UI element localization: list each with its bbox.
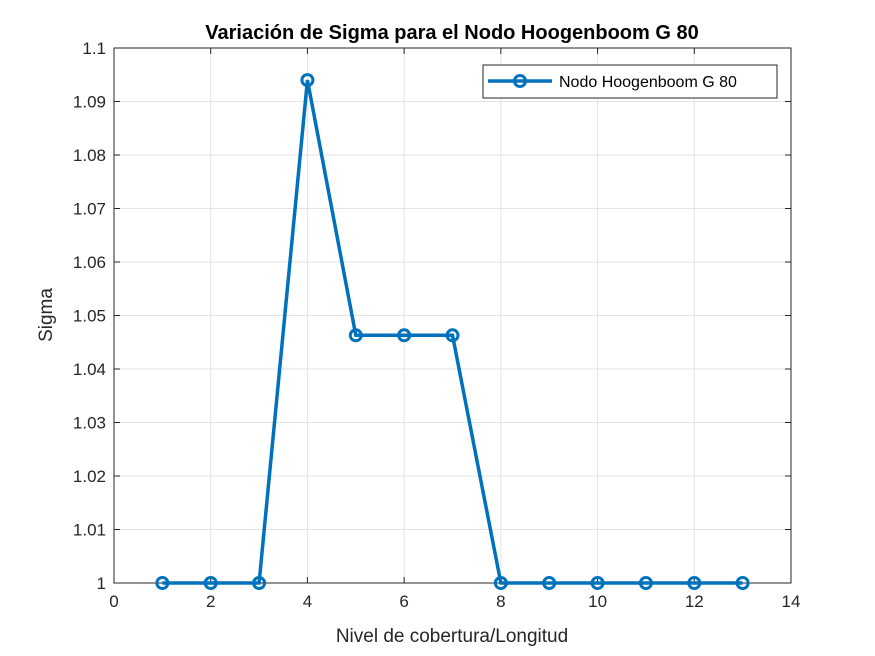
x-tick-label: 8 [496, 592, 505, 611]
chart-title: Variación de Sigma para el Nodo Hoogenbo… [205, 22, 698, 44]
data-point [735, 576, 750, 590]
axes [113, 47, 792, 584]
data-point [493, 576, 508, 590]
y-tick-label: 1.1 [82, 39, 106, 58]
data-point [687, 576, 702, 590]
x-axis-label: Nivel de cobertura/Longitud [336, 626, 568, 647]
data-point [638, 576, 653, 590]
legend-box [482, 64, 778, 99]
y-tick-label: 1.02 [73, 467, 106, 486]
y-tick-label: 1 [97, 574, 106, 593]
x-tick-labels: 0 2 4 6 8 10 12 14 [109, 592, 800, 611]
x-tick-label: 0 [109, 592, 118, 611]
data-point [397, 328, 412, 343]
series-line [162, 79, 743, 585]
data-point [445, 328, 460, 343]
data-point [300, 73, 315, 88]
data-point [252, 576, 267, 590]
series-layer [155, 73, 750, 590]
data-point [203, 576, 218, 590]
y-tick-label: 1.01 [73, 521, 106, 540]
legend-marker-sample [513, 74, 527, 88]
y-tick-label: 1.04 [73, 360, 106, 379]
x-tick-label: 6 [399, 592, 408, 611]
y-tick-labels: 1 1.01 1.02 1.03 1.04 1.05 1.06 1.07 1.08 1.09 1.1 [73, 39, 106, 593]
y-tick-label: 1.03 [73, 414, 106, 433]
x-tick-label: 2 [206, 592, 215, 611]
x-tick-label: 4 [303, 592, 312, 611]
x-tick-label: 14 [782, 592, 801, 611]
y-tick-label: 1.08 [73, 146, 106, 165]
y-tick-label: 1.05 [73, 307, 106, 326]
x-tick-label: 10 [588, 592, 607, 611]
y-axis-label: Sigma [36, 288, 57, 342]
data-point [348, 328, 363, 343]
y-tick-label: 1.09 [73, 93, 106, 112]
data-point [542, 576, 557, 590]
y-tick-label: 1.07 [73, 200, 106, 219]
x-tick-label: 12 [685, 592, 704, 611]
y-tick-label: 1.06 [73, 253, 106, 272]
legend-label: Nodo Hoogenboom G 80 [559, 74, 737, 91]
legend: Nodo Hoogenboom G 80 [482, 64, 778, 99]
data-point [155, 576, 170, 590]
data-point [590, 576, 605, 590]
